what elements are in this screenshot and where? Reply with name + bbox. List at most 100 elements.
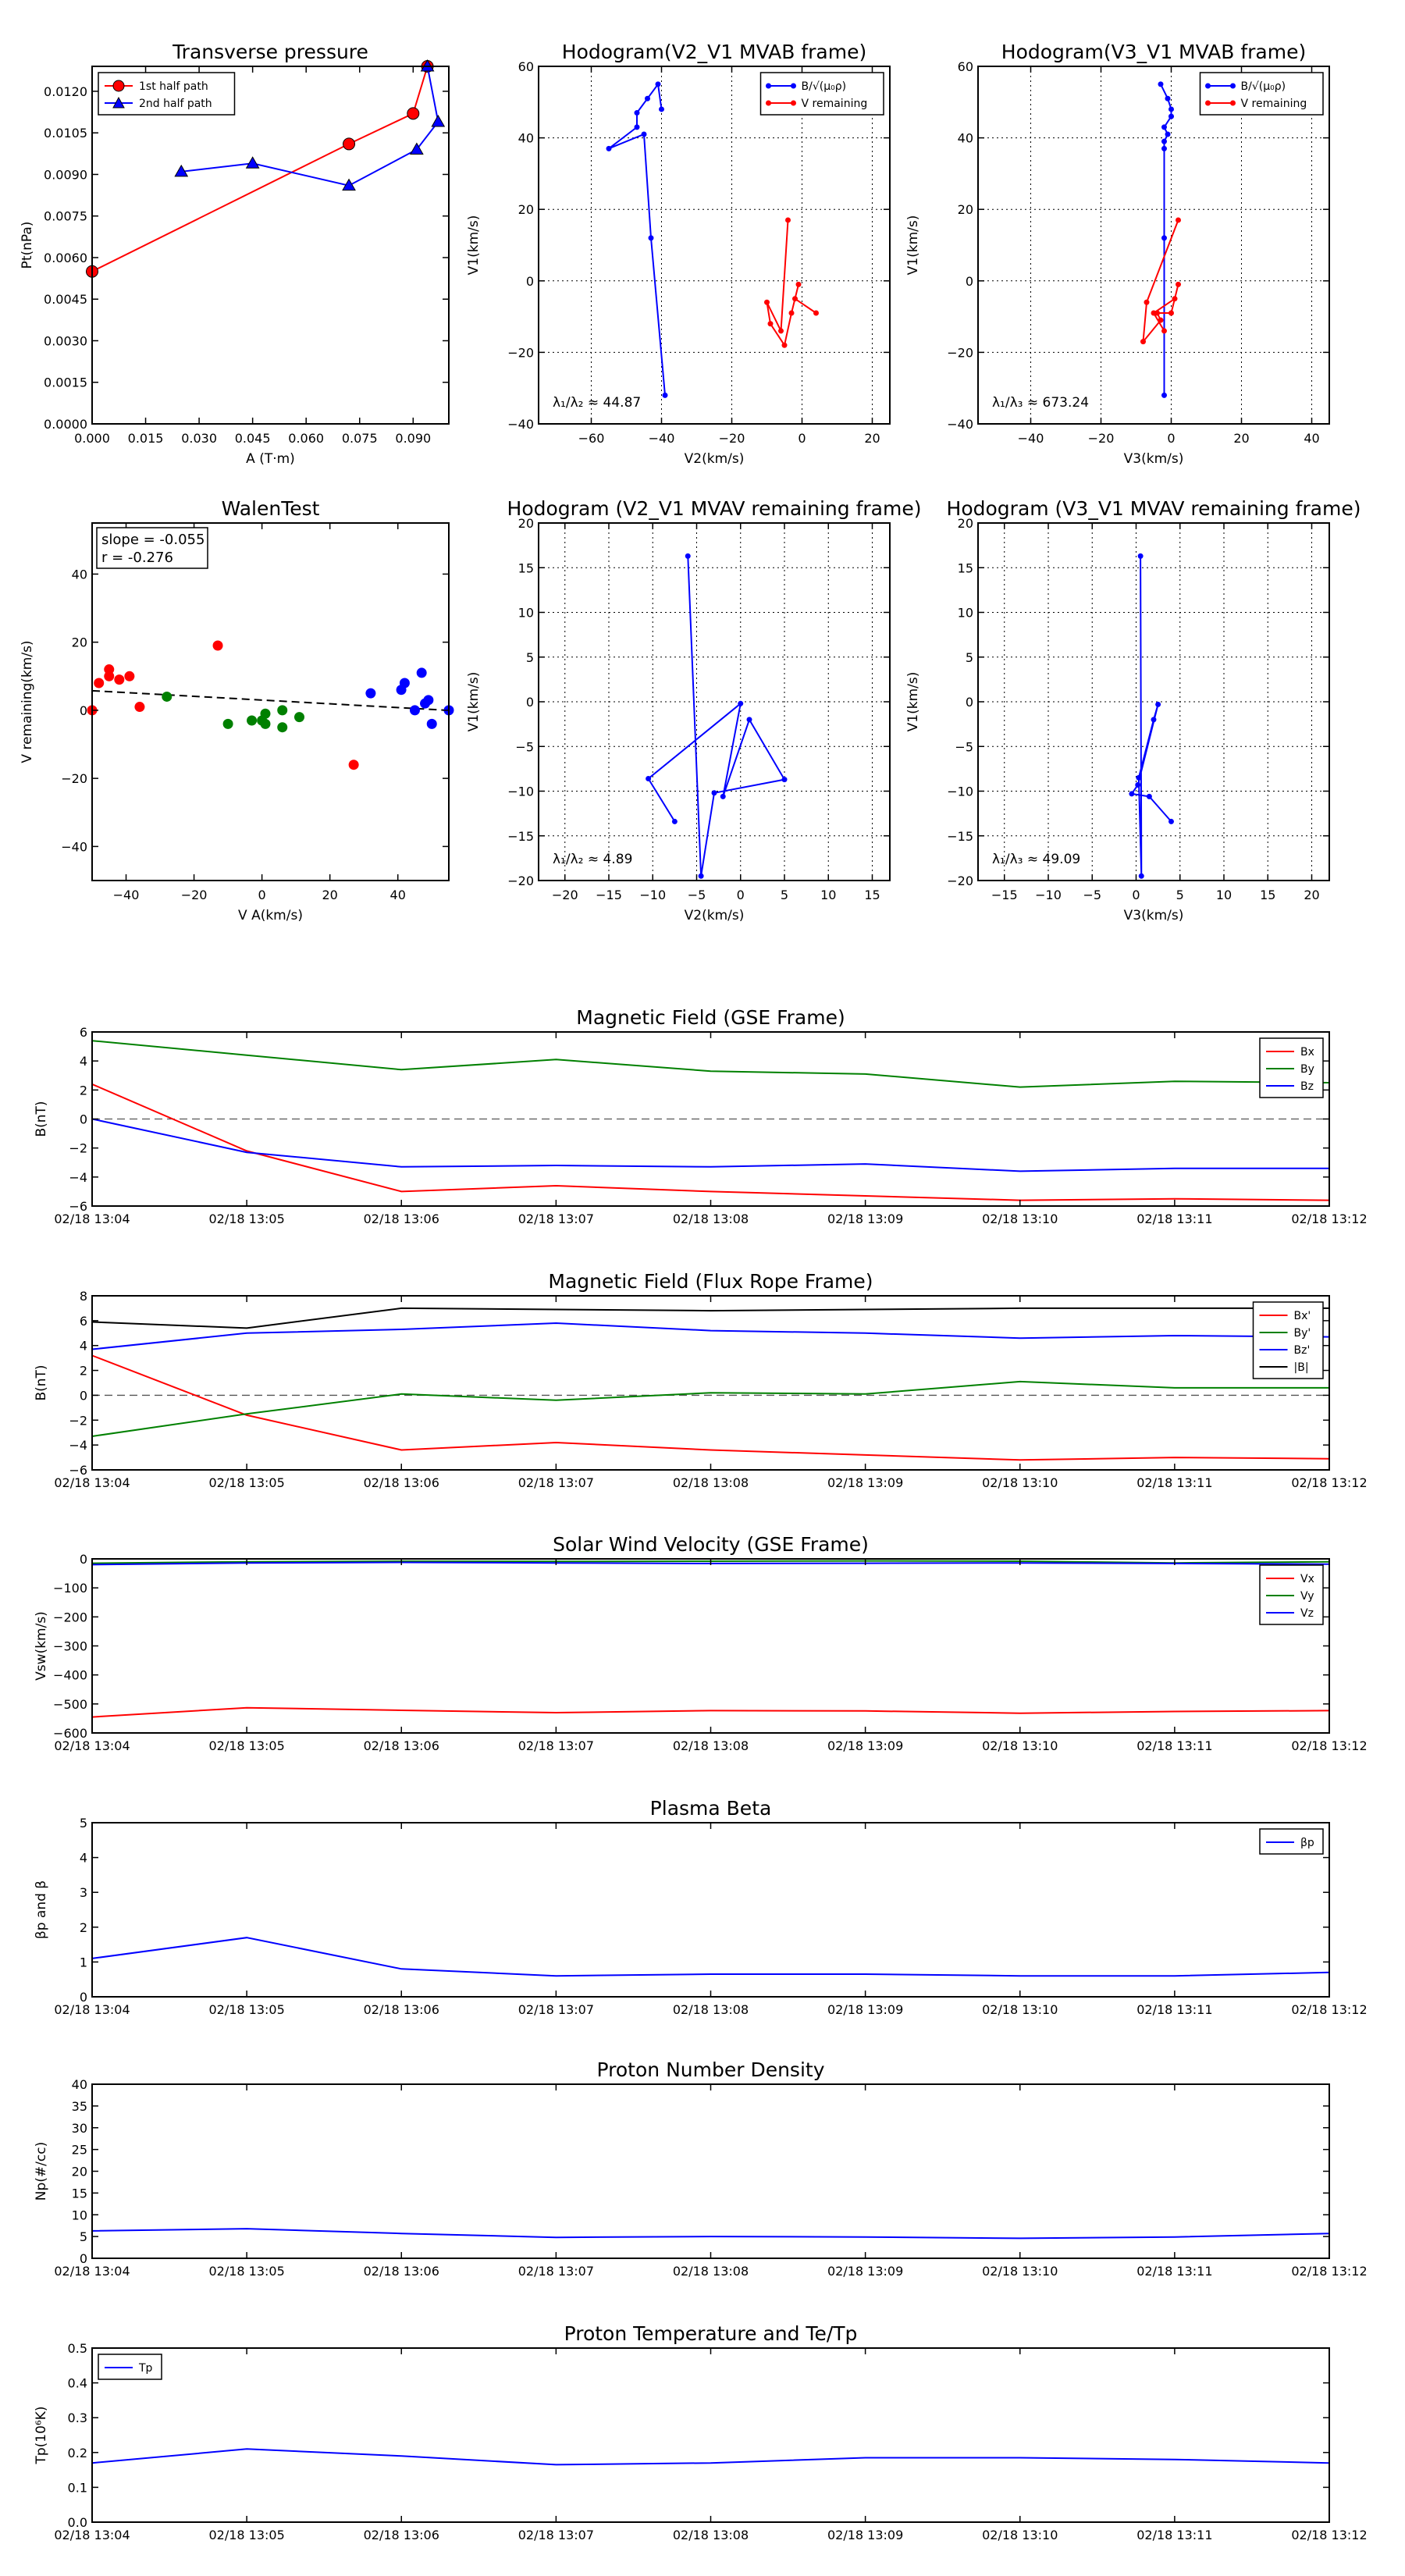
x-tick-label: −10 — [639, 888, 666, 902]
x-tick-label: 02/18 13:10 — [982, 1738, 1058, 1753]
data-point — [606, 145, 612, 151]
x-tick-label: 10 — [1216, 888, 1232, 902]
scatter-point — [293, 712, 304, 723]
y-tick-label: 0 — [966, 274, 973, 289]
x-tick-label: 02/18 13:10 — [982, 2002, 1058, 2017]
chart-title: Solar Wind Velocity (GSE Frame) — [553, 1533, 869, 1556]
x-tick-label: 02/18 13:12 — [1291, 1475, 1367, 1490]
x-tick-label: 02/18 13:11 — [1136, 1212, 1212, 1226]
legend-label: V remaining — [1241, 98, 1307, 110]
y-tick-label: 20 — [958, 202, 973, 217]
x-tick-label: −40 — [649, 431, 675, 446]
fit-line — [91, 689, 450, 712]
x-tick-label: 02/18 13:09 — [827, 2528, 903, 2542]
x-axis-label: V2(km/s) — [685, 451, 745, 467]
series-line — [608, 82, 666, 396]
series-line — [91, 1380, 1329, 1437]
y-tick-label: −20 — [507, 873, 534, 888]
x-tick-label: 02/18 13:06 — [364, 2264, 439, 2279]
data-point — [1135, 781, 1141, 788]
x-tick-label: 0.090 — [395, 431, 431, 446]
y-tick-label: −20 — [947, 873, 973, 888]
data-point — [671, 818, 678, 824]
y-tick-label: 0 — [80, 1388, 87, 1403]
legend-marker — [112, 80, 125, 92]
data-point — [1161, 124, 1167, 130]
y-tick-label: 4 — [80, 1339, 87, 1354]
scatter-point — [222, 718, 233, 729]
y-tick-label: 0.4 — [68, 2376, 87, 2391]
y-tick-label: −600 — [53, 1726, 87, 1741]
x-tick-label: 02/18 13:07 — [518, 1475, 594, 1490]
data-point — [645, 95, 650, 101]
y-tick-label: 1 — [80, 1955, 87, 1969]
data-point — [1161, 138, 1167, 144]
data-point — [662, 392, 668, 398]
x-tick-label: 02/18 13:08 — [673, 1738, 749, 1753]
data-point — [1151, 310, 1157, 316]
y-tick-label: −40 — [507, 417, 534, 432]
hodogram-v2-v1-mvav-chart: −20 −15 −10 −5 0 5 10 15 −20 −15 −10 −5 0 5 10 15 20Hodo… — [466, 497, 921, 923]
legend-label: Vz — [1300, 1607, 1314, 1620]
x-tick-label: 20 — [322, 888, 337, 902]
x-axis-label: A (T·m) — [246, 451, 295, 467]
legend-label: |B| — [1294, 1361, 1309, 1374]
scatter-point — [94, 678, 105, 688]
y-tick-label: 0.0000 — [44, 417, 87, 432]
data-point — [1172, 296, 1178, 302]
data-point — [1155, 701, 1161, 707]
legend-label: By' — [1294, 1327, 1311, 1340]
y-tick-label: −5 — [515, 739, 534, 754]
x-tick-label: 02/18 13:09 — [827, 2002, 903, 2017]
data-point — [1136, 774, 1142, 781]
series-line — [91, 1118, 1329, 1172]
series-line — [91, 1937, 1330, 1977]
data-point — [813, 310, 819, 316]
y-tick-label: 60 — [518, 59, 534, 74]
x-tick-label: 15 — [1260, 888, 1275, 902]
series-line — [91, 1706, 1330, 1718]
data-point — [245, 156, 260, 169]
scatter-point — [277, 722, 288, 733]
hodogram-v2-v1-mvab-chart: −60 −40 −20 0 20 −40 −20 0 20 40 60 Hodogram(V2_V1 … — [466, 41, 891, 467]
transverse-pressure-chart: 0.000 0.015 0.030 0.045 0.060 0.075 0.090 0.000… — [20, 41, 450, 467]
series-line — [91, 1354, 1330, 1461]
hodogram-v3-v1-mvav-chart: −15 −10 −5 0 5 10 15 20−20−15−10−505101520Hodog… — [905, 497, 1361, 923]
scatter-point — [426, 718, 437, 729]
x-tick-label: 5 — [781, 888, 788, 902]
x-tick-label: 02/18 13:11 — [1136, 2264, 1212, 2279]
data-point — [685, 553, 691, 559]
data-point — [720, 793, 726, 799]
data-point — [711, 790, 717, 796]
axes-frame — [91, 522, 450, 881]
y-tick-label: 0.0030 — [44, 333, 87, 348]
y-tick-label: 15 — [72, 2186, 87, 2201]
x-tick-label: −5 — [688, 888, 706, 902]
data-point — [781, 342, 788, 348]
y-tick-label: 40 — [958, 131, 973, 146]
series-line — [91, 66, 429, 272]
y-tick-label: −200 — [53, 1610, 87, 1624]
proton-number-density-chart: 02/18 13:04 02/18 13:05 02/18 13:06 02/18 1… — [34, 2058, 1368, 2279]
y-tick-label: 10 — [518, 606, 534, 621]
y-tick-label: 0.0060 — [44, 251, 87, 265]
y-tick-label: 20 — [72, 2165, 87, 2179]
y-tick-label: 0.0015 — [44, 375, 87, 390]
x-tick-label: 02/18 13:10 — [982, 1212, 1058, 1226]
y-tick-label: 0.5 — [68, 2341, 87, 2356]
scatter-point — [212, 640, 223, 651]
x-tick-label: 02/18 13:12 — [1291, 2528, 1367, 2542]
x-tick-label: 02/18 13:11 — [1136, 1738, 1212, 1753]
legend-label: Bz — [1300, 1080, 1314, 1093]
y-tick-label: 0.2 — [68, 2446, 87, 2460]
axes-frame — [91, 1295, 1330, 1471]
legend-box — [1199, 72, 1324, 116]
x-tick-label: 0 — [258, 888, 266, 902]
series-line — [1130, 556, 1172, 877]
y-tick-label: −2 — [69, 1413, 87, 1428]
y-tick-label: −40 — [947, 417, 973, 432]
walen-test-chart: −40 −20 0 20 40 −40 −20 0 20 40 WalenTest V A(km/s)… — [20, 497, 454, 923]
x-tick-label: 0.045 — [235, 431, 271, 446]
legend-box — [759, 72, 884, 116]
x-tick-label: 02/18 13:09 — [827, 1212, 903, 1226]
